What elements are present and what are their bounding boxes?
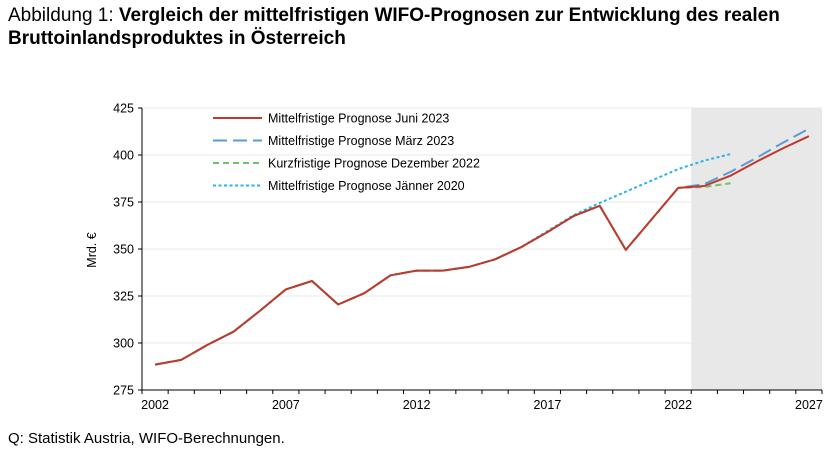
- figure-title: Abbildung 1: Vergleich der mittelfristig…: [8, 4, 834, 50]
- y-tick-label: 350: [113, 243, 134, 257]
- legend-entry: Kurzfristige Prognose Dezember 2022: [268, 157, 480, 171]
- legend-entry: Mittelfristige Prognose Jänner 2020: [268, 179, 465, 193]
- x-tick-label: 2022: [664, 398, 692, 412]
- y-tick-label: 375: [113, 196, 134, 210]
- y-axis-label: Mrd. €: [85, 232, 99, 267]
- legend-entry: Mittelfristige Prognose Juni 2023: [268, 112, 449, 126]
- figure-label: Abbildung 1:: [8, 5, 119, 26]
- x-tick-label: 2007: [272, 398, 300, 412]
- y-tick-label: 325: [113, 290, 134, 304]
- series-line-3: [154, 182, 731, 366]
- figure-title-text: Vergleich der mittelfristigen WIFO-Progn…: [8, 5, 780, 49]
- series-line-4: [154, 135, 810, 366]
- legend-entry: Mittelfristige Prognose März 2023: [268, 134, 454, 148]
- x-tick-label: 2012: [403, 398, 431, 412]
- source-note: Q: Statistik Austria, WIFO-Berechnungen.: [8, 430, 285, 447]
- y-tick-label: 275: [113, 384, 134, 398]
- x-tick-label: 2027: [795, 398, 823, 412]
- x-tick-label: 2002: [141, 398, 169, 412]
- y-tick-label: 400: [113, 149, 134, 163]
- y-tick-label: 300: [113, 337, 134, 351]
- x-tick-label: 2017: [533, 398, 561, 412]
- y-tick-label: 425: [113, 102, 134, 116]
- series-line-1: [154, 153, 731, 366]
